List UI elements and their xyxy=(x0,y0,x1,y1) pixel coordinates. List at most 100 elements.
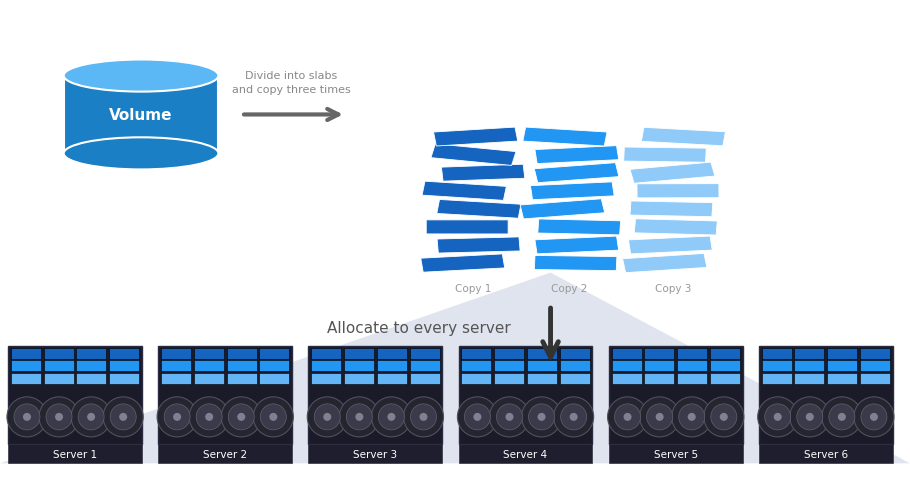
Bar xyxy=(642,128,725,146)
Ellipse shape xyxy=(403,397,443,437)
Text: Volume: Volume xyxy=(109,108,173,123)
Ellipse shape xyxy=(119,413,127,421)
Polygon shape xyxy=(0,273,910,463)
Ellipse shape xyxy=(640,397,680,437)
Ellipse shape xyxy=(355,413,363,421)
Bar xyxy=(521,199,605,219)
Ellipse shape xyxy=(764,404,791,430)
Bar xyxy=(794,361,824,372)
Bar xyxy=(644,348,674,359)
Ellipse shape xyxy=(870,413,878,421)
Bar xyxy=(827,348,857,359)
Text: Copy 3: Copy 3 xyxy=(655,283,692,293)
Ellipse shape xyxy=(347,404,372,430)
Ellipse shape xyxy=(614,404,641,430)
Bar xyxy=(860,373,890,384)
Ellipse shape xyxy=(790,397,830,437)
Bar xyxy=(410,361,440,372)
Bar xyxy=(426,220,508,234)
Bar xyxy=(377,361,407,372)
Ellipse shape xyxy=(269,413,278,421)
Bar xyxy=(494,361,524,372)
Bar xyxy=(8,347,142,444)
Ellipse shape xyxy=(521,397,561,437)
Bar xyxy=(827,361,857,372)
Bar xyxy=(677,348,707,359)
Bar xyxy=(612,361,642,372)
Ellipse shape xyxy=(39,397,79,437)
Bar xyxy=(344,348,374,359)
Bar xyxy=(441,165,525,182)
Bar xyxy=(827,373,857,384)
Bar xyxy=(377,373,407,384)
Ellipse shape xyxy=(314,404,340,430)
Bar xyxy=(527,361,557,372)
Ellipse shape xyxy=(164,404,190,430)
Ellipse shape xyxy=(805,413,814,421)
Ellipse shape xyxy=(561,404,587,430)
Ellipse shape xyxy=(490,397,530,437)
Ellipse shape xyxy=(221,397,261,437)
Bar xyxy=(762,348,792,359)
Bar xyxy=(531,182,614,200)
Bar xyxy=(76,348,106,359)
Bar xyxy=(461,361,491,372)
Ellipse shape xyxy=(822,397,862,437)
Bar xyxy=(762,373,792,384)
Bar xyxy=(344,361,374,372)
Ellipse shape xyxy=(829,404,854,430)
Ellipse shape xyxy=(672,397,712,437)
Bar xyxy=(612,373,642,384)
Text: Allocate to every server: Allocate to every server xyxy=(327,321,511,336)
Bar xyxy=(227,348,257,359)
Bar xyxy=(527,373,557,384)
Bar xyxy=(109,361,139,372)
Bar xyxy=(161,348,191,359)
Bar xyxy=(677,373,707,384)
Bar xyxy=(109,348,139,359)
Bar xyxy=(44,373,74,384)
Bar xyxy=(534,256,617,271)
Ellipse shape xyxy=(473,413,481,421)
Ellipse shape xyxy=(197,404,222,430)
Text: Server 5: Server 5 xyxy=(653,449,698,459)
Ellipse shape xyxy=(14,404,40,430)
Bar xyxy=(420,255,505,273)
Bar xyxy=(494,373,524,384)
Ellipse shape xyxy=(260,404,287,430)
Ellipse shape xyxy=(711,404,737,430)
Ellipse shape xyxy=(379,404,404,430)
Text: Server 2: Server 2 xyxy=(203,449,248,459)
Ellipse shape xyxy=(529,404,554,430)
Text: Divide into slabs
and copy three times: Divide into slabs and copy three times xyxy=(232,71,350,95)
Ellipse shape xyxy=(323,413,331,421)
Ellipse shape xyxy=(758,397,798,437)
Bar xyxy=(612,348,642,359)
Bar xyxy=(759,444,893,463)
Bar xyxy=(11,373,41,384)
Bar xyxy=(431,144,516,166)
Ellipse shape xyxy=(647,404,672,430)
Bar xyxy=(227,373,257,384)
Bar xyxy=(433,128,518,147)
Bar xyxy=(459,347,592,444)
Bar xyxy=(759,347,893,444)
Bar xyxy=(622,254,707,273)
Bar xyxy=(637,184,719,198)
Bar xyxy=(710,348,740,359)
Bar xyxy=(609,347,743,444)
Text: Server 3: Server 3 xyxy=(353,449,398,459)
Bar xyxy=(311,373,341,384)
Bar xyxy=(560,348,590,359)
Bar xyxy=(629,236,713,255)
Ellipse shape xyxy=(464,404,490,430)
Bar xyxy=(560,361,590,372)
Ellipse shape xyxy=(703,397,743,437)
Text: Server 6: Server 6 xyxy=(804,449,848,459)
Ellipse shape xyxy=(388,413,396,421)
Ellipse shape xyxy=(205,413,213,421)
Ellipse shape xyxy=(623,413,632,421)
Ellipse shape xyxy=(157,397,197,437)
Bar xyxy=(534,163,619,183)
Bar xyxy=(161,373,191,384)
